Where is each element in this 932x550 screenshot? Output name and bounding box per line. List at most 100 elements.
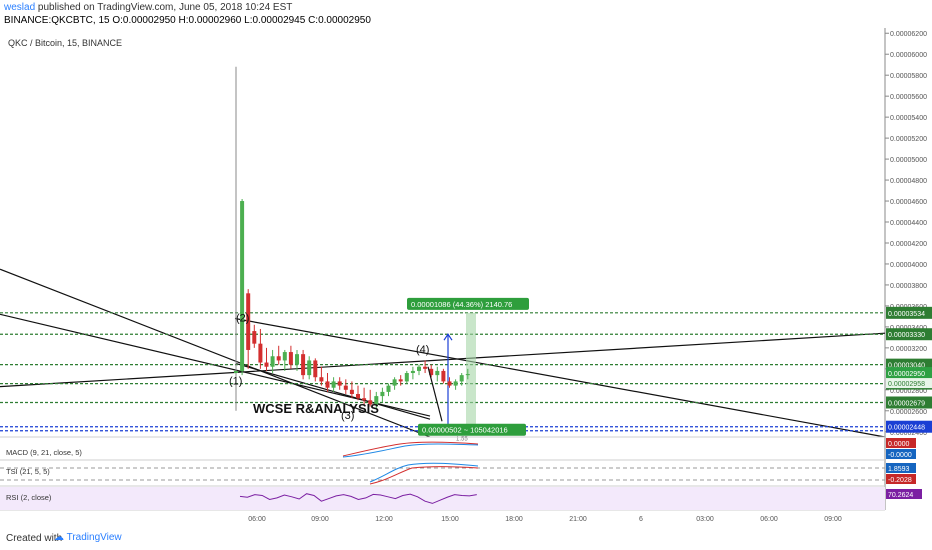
candle-body [362,398,367,401]
candle-body [246,293,251,350]
footer: Created with ☁ TradingView [0,526,932,550]
tsi-label: TSI (21, 5, 5) [6,467,50,476]
candle-body [270,356,275,367]
candle-body [435,370,440,376]
rsi-band-bg [0,487,885,510]
macd-value-tag-1 [886,438,916,448]
tsi-value-tag-2 [886,474,916,484]
wave-label-3: (3) [341,410,354,422]
level-price-tag [886,328,932,341]
y-tick-label: 0.00002800 [890,388,927,395]
candle-body [423,366,428,369]
x-tick-label: 12:00 [375,516,393,523]
measure-label-bg [407,297,529,310]
macd-signal-line [342,441,479,457]
x-tick-label: 06:00 [248,516,266,523]
y-tick-label: 0.00004400 [890,220,927,227]
bottom-measure-partial: 1.55 [456,437,468,443]
y-tick-label: 0.00005000 [890,157,927,164]
chart-title: QKC / Bitcoin, 15, BINANCE [8,38,122,48]
level-price-tag [886,396,932,409]
current-price-tag [886,367,932,380]
candle-body [404,373,409,382]
candle-body [282,352,287,361]
candle-body [356,394,360,399]
candle-body [447,381,452,386]
macd-value-2: -0.0000 [888,452,912,459]
bottom-measure-label: 0.00000502 ~ 105042016 [422,426,508,435]
candle-body [453,381,458,386]
published-text: published on TradingView.com, June 05, 2… [37,2,293,13]
chart-canvas[interactable]: QKC / Bitcoin, 15, BINANCE 0.00006200 0.00… [0,0,932,526]
measure-label: 0.00001086 (44.36%) 2140.76 [411,300,512,309]
y-tick-label: 0.00005400 [890,115,927,122]
ohlc-line: BINANCE:QKCBTC, 15 O:0.00002950 H:0.0000… [4,15,371,26]
tsi-value-tag-1 [886,463,916,473]
candle-body [368,400,373,405]
support-price-label: 0.00002448 [888,425,925,432]
candle-body [258,343,263,363]
candle-body [234,370,238,374]
bottom-measure-bg [418,423,526,436]
wave-label-4: (4) [416,344,429,356]
wave-label-2: (2) [236,313,249,325]
candle-body [410,370,415,374]
level-price-tag [886,306,932,319]
created-with-text: Created with [6,533,63,544]
candle-body [264,362,269,367]
x-tick-label: 6 [639,516,643,523]
candle-body [380,391,385,397]
trendline [0,332,886,388]
publish-header: weslad published on TradingView.com, Jun… [4,2,292,13]
rsi-value: 70.2624 [888,492,913,499]
x-tick-label: 18:00 [505,516,523,523]
candle-body [288,352,293,365]
level-price-label: 0.00003330 [888,332,925,339]
level-price-label: 0.00003534 [888,311,925,318]
candle-body [392,379,397,386]
candle-body [398,379,403,382]
candle-body [386,385,391,392]
y-tick-label: 0.00003200 [890,346,927,353]
y-tick-label: 0.00006200 [890,31,927,38]
candle-body [307,360,312,376]
trendline [234,317,886,438]
price-2958-label: 0.00002958 [888,381,925,388]
level-price-label: 0.00003040 [888,363,925,370]
rsi-line [239,493,477,504]
current-price-label: 0.00002950 [888,371,925,378]
candle-body [465,374,470,376]
tsi-value-2: -0.2028 [888,477,912,484]
x-tick-label: 21:00 [569,516,587,523]
candle-body [337,381,342,386]
macd-value-1: 0.0000 [888,441,910,448]
y-tick-label: 0.00003800 [890,283,927,290]
candle-body [240,201,245,371]
trendline [235,363,431,420]
tradingview-logo[interactable]: ☁ TradingView [54,532,122,543]
author-link[interactable]: weslad [4,2,36,13]
y-tick-label: 0.00005200 [890,136,927,143]
rsi-value-tag [886,489,922,499]
tradingview-brand: TradingView [66,532,122,543]
macd-label: MACD (9, 21, close, 5) [6,448,82,457]
price-2958-tag [886,378,932,389]
measure-box [466,312,476,427]
measure-arrow-head [443,333,453,341]
candle-body [331,381,336,388]
macd-line [342,443,479,458]
level-price-label: 0.00002679 [888,400,925,407]
candle-body [459,375,464,382]
x-tick-label: 15:00 [441,516,459,523]
candle-body [301,354,306,376]
candle-body [441,370,446,382]
support-price-tag [886,420,932,433]
tsi-value-1: 1.8593 [888,466,910,473]
wave-label-1: (1) [229,376,242,388]
candle-body [343,385,348,390]
macd-value-tag-2 [886,449,916,459]
candle-body [295,354,299,365]
candle-body [349,389,354,395]
x-tick-label: 06:00 [760,516,778,523]
wave-4-line [427,366,443,422]
